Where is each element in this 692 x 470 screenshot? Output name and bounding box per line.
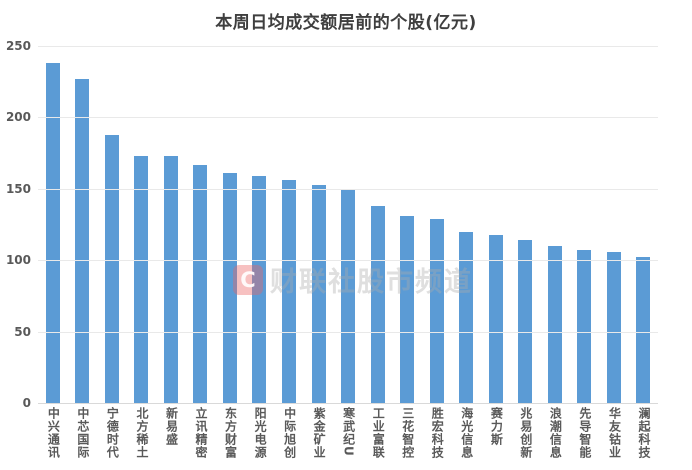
bar-column: [481, 46, 511, 403]
bar: [636, 257, 651, 403]
bar: [429, 218, 444, 403]
x-axis-tick-label: 中芯国际: [75, 407, 90, 459]
bar: [488, 234, 503, 403]
bar-column: [68, 46, 98, 403]
bar: [577, 250, 592, 403]
bar-column: [422, 46, 452, 403]
bar: [222, 173, 237, 403]
bar: [341, 190, 356, 403]
bar: [518, 240, 533, 403]
gridline: [38, 46, 658, 47]
bar-column: [245, 46, 275, 403]
bar: [311, 184, 326, 403]
y-axis-tick-label: 150: [5, 181, 31, 196]
x-axis-tick-label: 胜宏科技: [430, 407, 445, 459]
x-axis-tick-label: 北方稀土: [134, 407, 149, 459]
bar: [400, 215, 415, 403]
bar-column: [38, 46, 68, 403]
gridline: [38, 117, 658, 119]
bar-column: [540, 46, 570, 403]
gridline: [38, 403, 658, 404]
bar: [193, 164, 208, 403]
x-axis-tick-label: 先导智能: [577, 407, 592, 459]
x-axis-tick-label: 寒武纪U: [341, 407, 356, 457]
bar-column: [97, 46, 127, 403]
bar-column: [186, 46, 216, 403]
bar-column: [570, 46, 600, 403]
x-axis-tick-label: 中际旭创: [282, 407, 297, 459]
y-axis-tick-label: 250: [5, 39, 31, 53]
x-axis-tick-label: 三花智控: [400, 407, 415, 459]
chart-title: 本周日均成交额居前的个股(亿元): [215, 13, 477, 33]
bars-container: [38, 46, 658, 403]
bar-column: [363, 46, 393, 403]
bar-column: [392, 46, 422, 403]
x-axis-tick-label: 中兴通讯: [46, 407, 61, 459]
plot-area: [38, 46, 658, 404]
gridline: [38, 260, 658, 262]
bar: [134, 155, 149, 403]
bar-column: [629, 46, 659, 403]
bar-column: [599, 46, 629, 403]
bar: [547, 245, 562, 403]
y-axis: 0 50 100 150 200 250: [0, 39, 31, 410]
bar-column: [304, 46, 334, 403]
bar: [104, 134, 119, 403]
bar-column: [274, 46, 304, 403]
bar: [370, 205, 385, 403]
gridline: [38, 188, 658, 190]
x-axis-tick-label: 紫金矿业: [312, 407, 327, 459]
x-axis-tick-label: 赛力斯: [489, 407, 504, 446]
x-axis-tick-label: 立讯精密: [194, 407, 209, 459]
bar-column: [333, 46, 363, 403]
y-axis-tick-label: 50: [14, 324, 31, 339]
bar-column: [127, 46, 157, 403]
x-axis-tick-label: 海光信息: [459, 407, 474, 459]
bar: [75, 78, 90, 403]
bar: [606, 251, 621, 403]
x-axis-tick-label: 浪潮信息: [548, 407, 563, 459]
bar: [282, 180, 297, 403]
x-axis-tick-label: 华友钴业: [607, 407, 622, 459]
bar-column: [156, 46, 186, 403]
bar-column: [215, 46, 245, 403]
x-axis-tick-label: 东方财富: [223, 407, 238, 459]
x-axis-tick-label: 兆易创新: [518, 407, 533, 459]
bar-column: [451, 46, 481, 403]
bar: [45, 63, 60, 403]
x-axis-tick-label: 阳光电源: [253, 407, 268, 459]
bar: [163, 155, 178, 403]
bar: [459, 231, 474, 403]
bar-column: [511, 46, 541, 403]
x-axis-tick-label: 宁德时代: [105, 407, 120, 459]
y-axis-tick-label: 0: [22, 396, 31, 410]
x-axis-tick-label: 工业富联: [371, 407, 386, 459]
x-axis: 中兴通讯 中芯国际 宁德时代 北方稀土 新易盛 立讯精密 东方财富 阳光电源 中际旭创 紫金矿业寒…: [38, 407, 658, 459]
y-axis-tick-label: 100: [5, 253, 31, 268]
bar: [252, 175, 267, 403]
x-axis-tick-label: 新易盛: [164, 407, 179, 446]
x-axis-tick-label: 澜起科技: [636, 407, 651, 459]
y-axis-tick-label: 200: [5, 110, 31, 125]
gridline: [38, 331, 658, 333]
